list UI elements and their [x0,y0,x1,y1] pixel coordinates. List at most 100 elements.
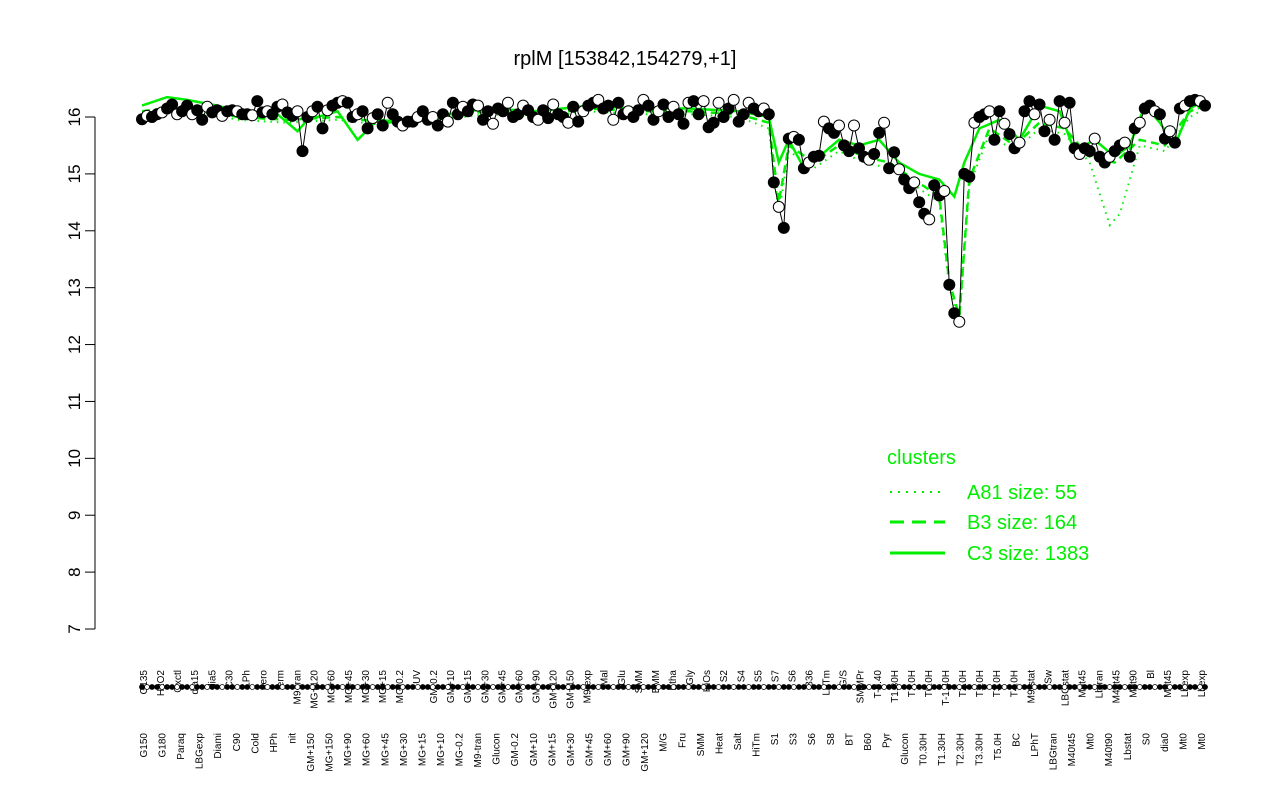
data-point [1038,125,1051,138]
rug-mark [414,684,421,690]
data-point [547,98,560,111]
y-tick-label: 16 [65,108,84,127]
rug-mark [475,684,481,690]
data-point [727,93,740,106]
x-label-lower: MG-0.2 [455,733,466,767]
rug-mark [1086,684,1093,690]
x-label-upper: Gly [685,670,696,685]
x-label-lower: T2.30H [956,733,967,766]
x-label-lower: MG+30 [399,733,410,767]
rug-mark [469,684,476,690]
rug-mark [1146,684,1153,690]
x-label-upper: S5 [753,670,764,683]
y-tick-label: 8 [65,567,84,576]
data-point [502,96,514,109]
rug-mark [896,684,902,690]
rug-mark [760,684,767,690]
rug-mark [725,684,732,690]
x-label-upper: S4 [736,670,747,683]
rug-mark [886,684,892,690]
rug-mark [615,684,622,690]
x-label-lower: S6 [807,733,818,746]
rug-mark [891,684,897,690]
rug-mark [344,684,351,690]
x-label-lower: MG+150 [325,733,336,772]
rug-mark [961,684,968,690]
x-label-lower: BC [1011,733,1022,747]
rug-mark [374,684,381,690]
data-point [777,221,790,234]
rug-mark [655,684,662,690]
rug-mark [750,684,757,690]
data-point [1118,136,1131,149]
rug-mark [510,684,516,690]
rug-mark [500,684,506,690]
rug-mark [384,684,391,690]
x-label-upper: aero [259,670,270,690]
x-label-lower: SMM [696,733,707,756]
rug-mark [866,684,872,690]
x-label-lower: S8 [826,733,837,746]
data-point [938,185,951,197]
x-label-lower: MG+90 [343,733,354,767]
rug-mark [775,684,782,690]
y-tick-label: 15 [65,164,84,183]
rug-mark [1106,684,1113,690]
data-point [1153,108,1166,121]
x-label-lower: S0 [1141,733,1152,746]
x-label-upper: GM+150 [566,670,577,709]
x-label-lower: MG+15 [417,733,428,767]
rug-mark [359,684,366,690]
data-point [562,116,575,129]
data-point [1028,108,1041,121]
x-axis-rug [139,684,1208,690]
x-label-lower: M9-tran [473,733,484,767]
x-label-lower: T3.30H [974,733,985,766]
x-label-upper: BMM [651,670,662,693]
x-label-upper: M0t45 [1078,670,1089,698]
x-label-lower: GM+30 [566,733,577,767]
rug-mark [690,684,697,690]
rug-mark [1006,684,1013,690]
x-label-lower: S3 [789,733,800,746]
rug-mark [364,684,371,690]
rug-mark [480,684,486,690]
data-point [943,278,956,291]
x-label-lower: Pyr [882,732,893,748]
rug-mark [911,684,918,690]
rug-mark [1051,684,1058,690]
rug-mark [269,684,276,690]
x-label-upper: S7 [770,670,781,683]
rug-mark [259,684,266,690]
rug-mark [665,684,672,690]
x-label-upper: Glu [617,670,628,686]
rug-mark [464,684,471,690]
rug-mark [906,684,913,690]
rug-mark [409,684,416,690]
data-point [632,104,645,117]
rug-mark [946,684,953,690]
rug-mark [454,684,461,690]
rug-mark [525,684,531,690]
rug-mark [194,684,201,690]
rug-mark [515,684,521,690]
rug-mark [675,684,682,690]
rug-mark [459,684,466,690]
data-point [1013,136,1026,149]
rug-mark [1016,684,1023,690]
rug-mark [876,684,882,690]
rug-mark [495,684,501,690]
rug-mark [234,684,241,690]
rug-mark [264,684,271,690]
x-label-upper: C30 [224,670,235,689]
data-point [762,108,775,121]
rug-mark [745,684,752,690]
x-label-lower: GM+15 [547,733,558,767]
rug-mark [204,684,211,690]
rug-mark [530,684,536,690]
rug-mark [1162,684,1168,690]
data-point [833,119,845,132]
x-label-lower: LPhT [1030,733,1041,757]
rug-mark [434,684,441,690]
rug-mark [856,684,862,690]
